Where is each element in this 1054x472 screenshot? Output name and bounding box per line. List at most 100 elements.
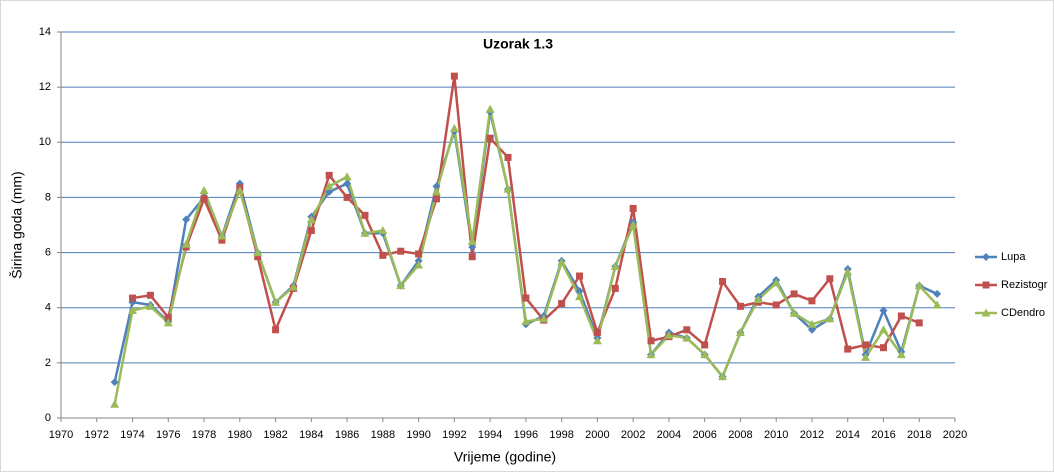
marker [575, 287, 584, 296]
x-tick-label: 1972 [85, 429, 109, 441]
marker [467, 237, 477, 246]
marker [897, 312, 905, 320]
x-tick-label: 2000 [585, 429, 609, 441]
marker [110, 378, 119, 387]
y-tick-label: 12 [39, 81, 51, 93]
marker [235, 186, 245, 195]
marker [431, 187, 441, 196]
marker [253, 248, 263, 257]
x-axis-label: Vrijeme (godine) [454, 449, 556, 465]
legend-marker [981, 308, 991, 317]
marker [217, 231, 227, 240]
y-tick-label: 8 [45, 191, 51, 203]
marker [378, 226, 388, 235]
marker [861, 352, 871, 361]
x-tick-label: 1990 [406, 429, 430, 441]
legend-marker [982, 281, 990, 289]
marker [682, 333, 692, 342]
marker [807, 325, 816, 334]
marker [878, 325, 888, 334]
marker [932, 300, 942, 309]
marker [539, 314, 549, 323]
marker [807, 319, 817, 328]
marker [735, 328, 745, 337]
marker [128, 305, 138, 314]
marker [110, 399, 120, 408]
x-tick-label: 2008 [728, 429, 752, 441]
marker [736, 302, 744, 310]
marker [271, 297, 281, 306]
marker [218, 236, 226, 244]
marker [468, 253, 476, 261]
marker [701, 341, 709, 349]
marker [628, 220, 638, 229]
x-tick-label: 1978 [192, 429, 216, 441]
marker [826, 275, 834, 283]
marker [288, 282, 298, 291]
marker [825, 314, 835, 323]
marker [397, 247, 405, 255]
marker [415, 250, 423, 258]
x-tick-label: 1988 [371, 429, 395, 441]
marker [254, 253, 262, 261]
y-tick-label: 10 [39, 136, 51, 148]
marker [576, 272, 584, 280]
x-tick-label: 1998 [549, 429, 573, 441]
marker [879, 344, 887, 352]
marker [450, 72, 458, 80]
marker [557, 257, 567, 266]
marker [915, 319, 923, 327]
marker [163, 318, 173, 327]
marker [700, 350, 710, 359]
marker [343, 193, 351, 201]
marker [414, 260, 424, 269]
marker [468, 243, 477, 252]
y-tick-label: 14 [39, 26, 51, 38]
marker [914, 281, 924, 290]
x-tick-label: 2016 [871, 429, 895, 441]
x-tick-label: 1994 [478, 429, 502, 441]
marker [182, 215, 191, 224]
marker [611, 284, 619, 292]
x-tick-label: 1986 [335, 429, 359, 441]
x-tick-label: 1970 [49, 429, 73, 441]
marker [718, 372, 728, 381]
marker [772, 301, 780, 309]
marker [896, 350, 906, 359]
marker [306, 214, 316, 223]
marker [933, 289, 942, 298]
marker [521, 317, 531, 325]
marker [879, 306, 888, 315]
legend-label: CDendro [1001, 307, 1045, 319]
marker [200, 195, 208, 203]
x-tick-label: 2010 [764, 429, 788, 441]
marker [379, 251, 387, 259]
x-tick-label: 2020 [943, 429, 967, 441]
marker [790, 290, 798, 298]
marker [432, 195, 440, 203]
marker [522, 294, 530, 302]
legend-label: Rezistogr [1001, 279, 1048, 291]
marker [343, 179, 352, 188]
marker [504, 153, 512, 161]
marker [808, 297, 816, 305]
marker [360, 228, 370, 237]
marker [129, 294, 137, 302]
x-tick-label: 2004 [657, 429, 681, 441]
marker [789, 308, 799, 317]
y-axis-label: Širina goda (mm) [9, 171, 25, 278]
marker [771, 278, 781, 287]
marker [862, 341, 870, 349]
marker [325, 187, 334, 196]
legend-label: Lupa [1001, 251, 1026, 263]
x-tick-label: 1982 [263, 429, 287, 441]
x-tick-label: 2012 [800, 429, 824, 441]
marker [753, 294, 763, 303]
x-tick-label: 1976 [156, 429, 180, 441]
marker [272, 326, 280, 334]
x-tick-label: 2002 [621, 429, 645, 441]
marker [683, 326, 691, 334]
